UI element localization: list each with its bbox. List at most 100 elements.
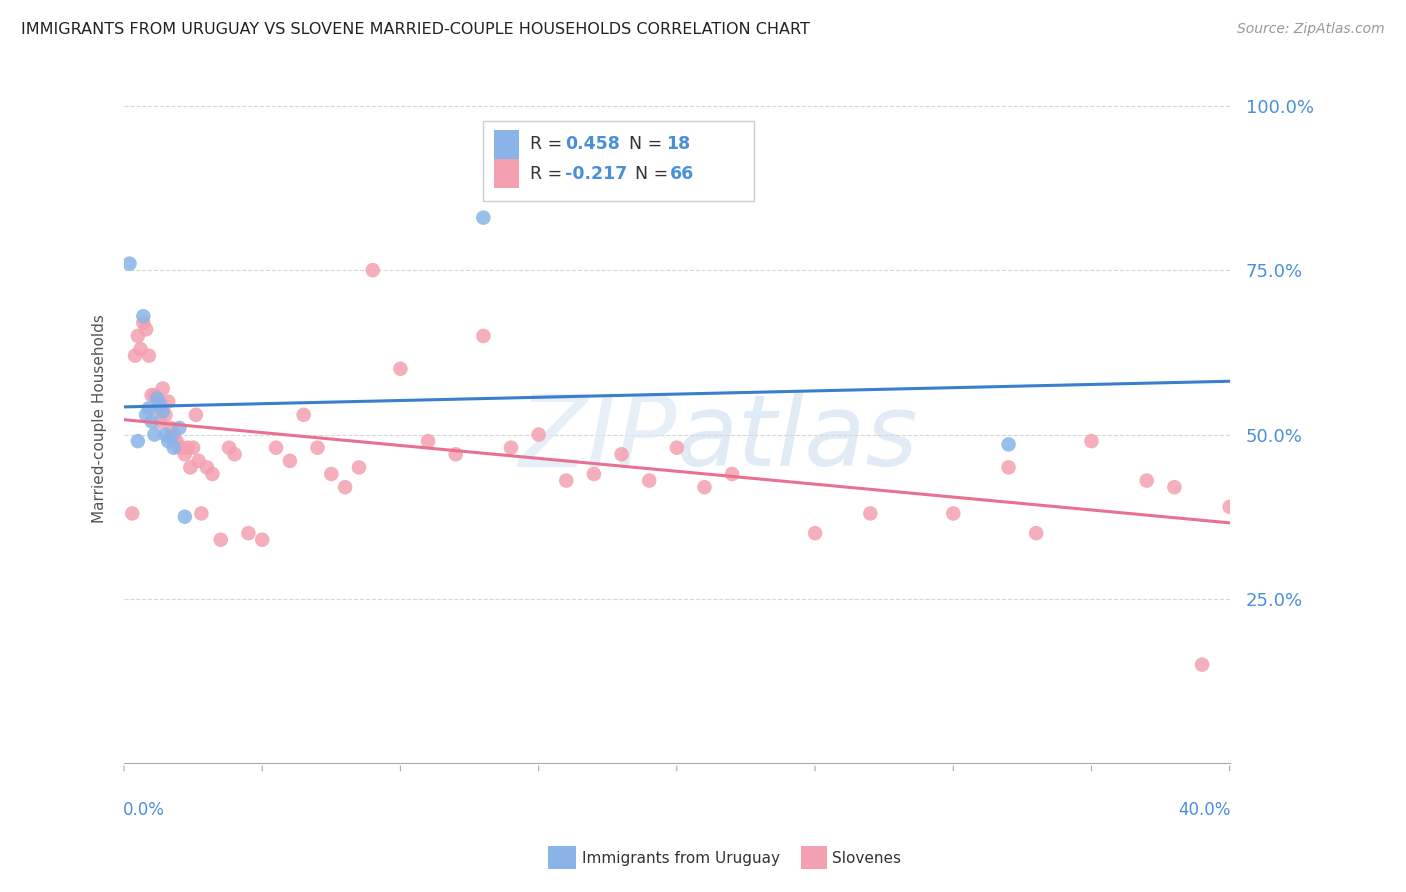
- Point: [201, 467, 224, 481]
- Point: [444, 447, 467, 461]
- Point: [127, 329, 149, 343]
- Point: [292, 408, 315, 422]
- Text: ZIP: ZIP: [519, 391, 676, 487]
- Point: [160, 431, 183, 445]
- Point: [121, 507, 143, 521]
- Point: [361, 263, 384, 277]
- Point: [209, 533, 232, 547]
- Point: [184, 408, 207, 422]
- Text: 0.0%: 0.0%: [122, 801, 165, 819]
- Text: 40.0%: 40.0%: [1178, 801, 1230, 819]
- Point: [942, 507, 965, 521]
- Text: Slovenes: Slovenes: [832, 851, 901, 865]
- Point: [132, 310, 155, 324]
- Point: [143, 427, 166, 442]
- Point: [169, 441, 191, 455]
- Point: [152, 382, 174, 396]
- Text: 66: 66: [671, 165, 695, 184]
- Point: [307, 441, 329, 455]
- Point: [166, 434, 188, 449]
- Point: [124, 349, 146, 363]
- Point: [173, 509, 195, 524]
- Point: [1080, 434, 1102, 449]
- Point: [149, 414, 172, 428]
- Point: [135, 408, 157, 422]
- Point: [804, 526, 827, 541]
- Bar: [495, 130, 519, 160]
- Point: [321, 467, 343, 481]
- Text: 0.458: 0.458: [565, 135, 620, 153]
- Text: R =: R =: [530, 135, 568, 153]
- Point: [146, 392, 169, 406]
- Point: [163, 441, 186, 455]
- Point: [997, 437, 1019, 451]
- Point: [347, 460, 370, 475]
- Point: [157, 394, 180, 409]
- Point: [638, 474, 661, 488]
- Point: [238, 526, 260, 541]
- Point: [138, 349, 160, 363]
- Point: [118, 257, 141, 271]
- Text: R =: R =: [530, 165, 568, 184]
- Point: [135, 322, 157, 336]
- Point: [472, 329, 495, 343]
- Point: [859, 507, 882, 521]
- Point: [170, 441, 193, 455]
- Point: [146, 401, 169, 416]
- Y-axis label: Married-couple Households: Married-couple Households: [93, 314, 107, 523]
- Point: [555, 474, 578, 488]
- Point: [389, 361, 412, 376]
- Point: [610, 447, 633, 461]
- Text: N =: N =: [636, 165, 673, 184]
- Point: [499, 441, 522, 455]
- Point: [333, 480, 356, 494]
- Point: [138, 401, 160, 416]
- Point: [152, 404, 174, 418]
- Point: [149, 394, 172, 409]
- Text: N =: N =: [630, 135, 668, 153]
- Point: [582, 467, 605, 481]
- Point: [1191, 657, 1213, 672]
- Bar: [484, 121, 754, 201]
- Point: [176, 441, 198, 455]
- Point: [169, 421, 191, 435]
- Point: [1219, 500, 1241, 514]
- Point: [264, 441, 287, 455]
- Point: [665, 441, 688, 455]
- Point: [997, 460, 1019, 475]
- Text: atlas: atlas: [676, 391, 918, 487]
- Text: Immigrants from Uruguay: Immigrants from Uruguay: [582, 851, 780, 865]
- Point: [129, 342, 152, 356]
- Point: [187, 454, 209, 468]
- Point: [1246, 486, 1268, 500]
- Point: [416, 434, 439, 449]
- Point: [163, 427, 186, 442]
- Point: [141, 388, 163, 402]
- Point: [179, 460, 201, 475]
- Point: [157, 434, 180, 449]
- Text: Source: ZipAtlas.com: Source: ZipAtlas.com: [1237, 22, 1385, 37]
- Point: [721, 467, 744, 481]
- Point: [190, 507, 212, 521]
- Point: [160, 421, 183, 435]
- Point: [1163, 480, 1185, 494]
- Point: [218, 441, 240, 455]
- Point: [1136, 474, 1159, 488]
- Text: IMMIGRANTS FROM URUGUAY VS SLOVENE MARRIED-COUPLE HOUSEHOLDS CORRELATION CHART: IMMIGRANTS FROM URUGUAY VS SLOVENE MARRI…: [21, 22, 810, 37]
- Point: [527, 427, 550, 442]
- Point: [693, 480, 716, 494]
- Point: [181, 441, 204, 455]
- Point: [250, 533, 273, 547]
- Text: 18: 18: [666, 135, 690, 153]
- Point: [155, 427, 177, 442]
- Point: [143, 388, 166, 402]
- Text: -0.217: -0.217: [565, 165, 627, 184]
- Point: [472, 211, 495, 225]
- Point: [224, 447, 246, 461]
- Point: [155, 408, 177, 422]
- Point: [195, 460, 218, 475]
- Point: [149, 398, 172, 412]
- Point: [132, 316, 155, 330]
- Point: [278, 454, 301, 468]
- Point: [127, 434, 149, 449]
